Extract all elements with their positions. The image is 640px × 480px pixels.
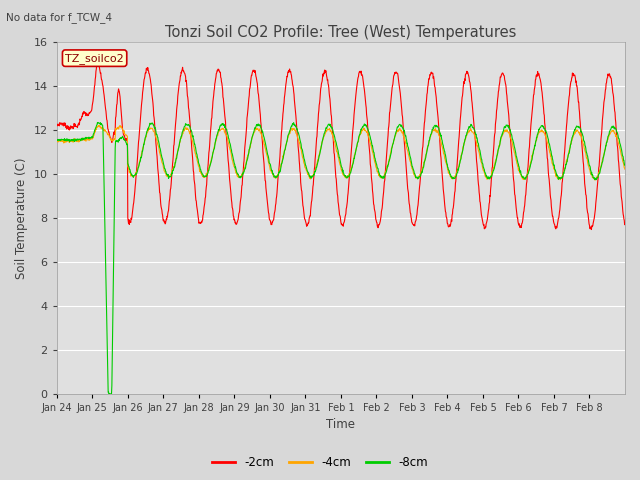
-2cm [53, 121, 61, 127]
-8cm [476, 146, 483, 152]
-2cm [142, 70, 150, 76]
Title: Tonzi Soil CO2 Profile: Tree (West) Temperatures: Tonzi Soil CO2 Profile: Tree (West) Temp… [165, 24, 516, 39]
-8cm [614, 135, 622, 141]
-2cm [614, 157, 622, 163]
X-axis label: Time: Time [326, 419, 355, 432]
-8cm [316, 150, 324, 156]
-4cm [316, 151, 323, 156]
-8cm [93, 120, 101, 125]
-4cm [476, 150, 483, 156]
-4cm [326, 129, 334, 134]
-4cm [559, 173, 566, 179]
-2cm [588, 227, 595, 232]
Line: -2cm: -2cm [57, 59, 625, 229]
-8cm [105, 391, 113, 396]
Text: TZ_soilco2: TZ_soilco2 [65, 53, 124, 64]
-4cm [621, 167, 629, 172]
-4cm [614, 140, 622, 145]
-4cm [53, 138, 61, 144]
-8cm [53, 137, 61, 143]
-8cm [621, 163, 629, 168]
Line: -4cm: -4cm [57, 125, 625, 180]
Line: -8cm: -8cm [57, 122, 625, 394]
Text: No data for f_TCW_4: No data for f_TCW_4 [6, 12, 113, 23]
-2cm [476, 190, 483, 195]
Legend: -2cm, -4cm, -8cm: -2cm, -4cm, -8cm [207, 452, 433, 474]
-8cm [559, 174, 566, 180]
Y-axis label: Soil Temperature (C): Soil Temperature (C) [15, 157, 28, 279]
-2cm [326, 101, 334, 107]
-2cm [559, 178, 566, 184]
-2cm [94, 56, 102, 61]
-4cm [95, 122, 103, 128]
-8cm [143, 132, 150, 137]
-4cm [591, 177, 599, 183]
-2cm [621, 221, 629, 227]
-8cm [327, 124, 335, 130]
-2cm [316, 100, 323, 106]
-4cm [142, 133, 150, 139]
